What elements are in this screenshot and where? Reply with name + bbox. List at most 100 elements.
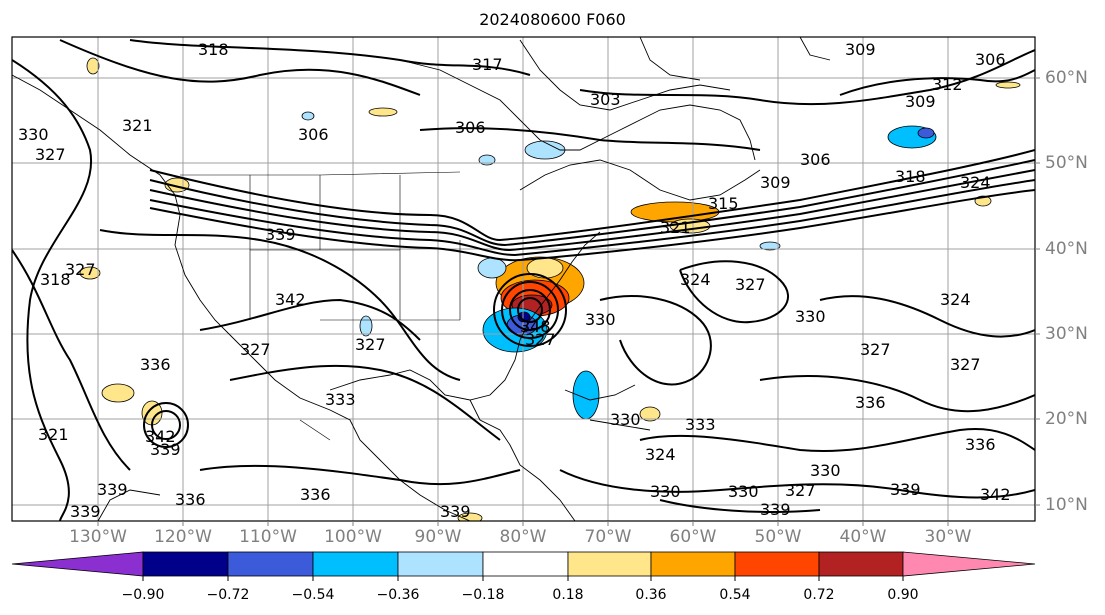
lon-label: 120°W bbox=[154, 527, 212, 547]
colorbar-segment bbox=[397, 551, 484, 577]
lon-label: 100°W bbox=[324, 527, 382, 547]
contour-label: 327 bbox=[785, 481, 816, 500]
contour-label: 348 bbox=[520, 317, 551, 336]
colorbar-tick-label: 0.72 bbox=[803, 587, 835, 603]
contour-label: 336 bbox=[965, 435, 996, 454]
contour-label: 324 bbox=[940, 290, 971, 309]
map-canvas: 318 317 309 306 312 309 303 306 306 321 … bbox=[12, 37, 1035, 521]
contour-label: 318 bbox=[40, 270, 71, 289]
contour-label: 339 bbox=[97, 480, 128, 499]
colorbar-tick-label: 0.18 bbox=[552, 587, 584, 603]
contour-label: 327 bbox=[355, 335, 386, 354]
lon-label: 130°W bbox=[69, 527, 127, 547]
contour-label: 333 bbox=[685, 415, 716, 434]
contour-label: 342 bbox=[145, 427, 176, 446]
contour-label: 312 bbox=[932, 75, 963, 94]
colorbar-tick-label: 0.54 bbox=[719, 587, 751, 603]
contour-label: 327 bbox=[735, 275, 766, 294]
contour-label: 339 bbox=[760, 500, 791, 519]
contour-label: 317 bbox=[472, 55, 503, 74]
contour-label: 309 bbox=[845, 40, 876, 59]
contour-label: 306 bbox=[975, 50, 1006, 69]
contour-label: 336 bbox=[855, 393, 886, 412]
lon-label: 110°W bbox=[239, 527, 297, 547]
colorbar-tick-label: 0.36 bbox=[635, 587, 667, 603]
colorbar-segment bbox=[818, 551, 904, 577]
contour-label: 333 bbox=[325, 390, 356, 409]
contour-label: 324 bbox=[645, 445, 676, 464]
state-borders bbox=[180, 171, 461, 441]
contour-label: 321 bbox=[660, 218, 691, 237]
contour-label: 330 bbox=[795, 307, 826, 326]
contour-label: 315 bbox=[708, 194, 739, 213]
lon-label: 40°W bbox=[839, 527, 887, 547]
lon-label: 50°W bbox=[754, 527, 802, 547]
contour-label: 318 bbox=[895, 167, 926, 186]
contour-labels: 318 317 309 306 312 309 303 306 306 321 … bbox=[18, 40, 1011, 521]
contour-label: 327 bbox=[240, 340, 271, 359]
lon-label: 70°W bbox=[584, 527, 632, 547]
contour-label: 318 bbox=[198, 40, 229, 59]
contour-label: 339 bbox=[440, 502, 471, 521]
colorbar-segment bbox=[734, 551, 820, 577]
map-title: 2024080600 F060 bbox=[479, 10, 626, 29]
contour-label: 330 bbox=[650, 482, 681, 501]
contour-label: 306 bbox=[298, 125, 329, 144]
colorbar-tick-label: −0.90 bbox=[121, 587, 165, 603]
lat-label: 40°N bbox=[1045, 239, 1088, 259]
lat-label: 20°N bbox=[1045, 409, 1088, 429]
shading-layer bbox=[79, 57, 1021, 521]
lon-label: 90°W bbox=[414, 527, 462, 547]
contour-label: 321 bbox=[122, 116, 153, 135]
contour-label: 327 bbox=[950, 355, 981, 374]
lat-label: 50°N bbox=[1045, 153, 1088, 173]
contour-label: 303 bbox=[590, 90, 621, 109]
colorbar-segment bbox=[482, 551, 569, 577]
contour-label: 306 bbox=[455, 118, 486, 137]
colorbar-segment bbox=[312, 551, 399, 577]
contour-label: 330 bbox=[610, 410, 641, 429]
contour-label: 327 bbox=[525, 330, 556, 349]
contour-lines bbox=[12, 39, 1035, 521]
contour-label: 324 bbox=[960, 173, 991, 192]
colorbar-segment bbox=[567, 551, 652, 577]
colorbar-tick-label: −0.36 bbox=[376, 587, 420, 603]
lat-label: 60°N bbox=[1045, 68, 1088, 88]
colorbar-tick-label: −0.72 bbox=[206, 587, 250, 603]
contour-label: 306 bbox=[800, 150, 831, 169]
lat-label: 10°N bbox=[1045, 495, 1088, 515]
contour-label: 342 bbox=[980, 485, 1011, 504]
colorbar-segment bbox=[650, 551, 736, 577]
graticule bbox=[12, 37, 1035, 521]
contour-label: 330 bbox=[810, 461, 841, 480]
contour-label: 327 bbox=[65, 260, 96, 279]
colorbar-segment bbox=[902, 551, 1036, 577]
contour-label: 336 bbox=[175, 490, 206, 509]
contour-label: 336 bbox=[300, 485, 331, 504]
contour-label: 321 bbox=[38, 425, 69, 444]
contour-label: 324 bbox=[680, 270, 711, 289]
colorbar-segment bbox=[11, 551, 144, 577]
contour-label: 309 bbox=[905, 92, 936, 111]
contour-label: 339 bbox=[70, 502, 101, 521]
contour-label: 330 bbox=[18, 125, 49, 144]
contour-label: 309 bbox=[760, 173, 791, 192]
contour-label: 336 bbox=[140, 355, 171, 374]
colorbar-segment bbox=[142, 551, 229, 577]
colorbar bbox=[11, 551, 1036, 577]
contour-label: 339 bbox=[890, 480, 921, 499]
lon-label: 30°W bbox=[924, 527, 972, 547]
colorbar-tick-label: −0.18 bbox=[461, 587, 505, 603]
colorbar-tick-label: −0.54 bbox=[291, 587, 335, 603]
contour-label: 330 bbox=[585, 310, 616, 329]
lon-ticks bbox=[97, 521, 949, 526]
colorbar-tick-label: 0.90 bbox=[887, 587, 919, 603]
contour-label: 339 bbox=[265, 225, 296, 244]
lat-label: 30°N bbox=[1045, 324, 1088, 344]
contour-label: 330 bbox=[728, 482, 759, 501]
colorbar-segment bbox=[227, 551, 314, 577]
lon-label: 60°W bbox=[669, 527, 717, 547]
lon-label: 80°W bbox=[499, 527, 547, 547]
contour-label: 342 bbox=[275, 290, 306, 309]
